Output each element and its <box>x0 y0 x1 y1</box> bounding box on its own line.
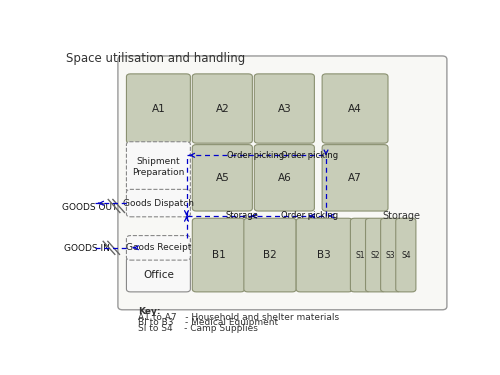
Text: Order picking: Order picking <box>282 211 339 220</box>
Text: A2: A2 <box>216 104 229 114</box>
Text: Order picking: Order picking <box>282 151 339 160</box>
Text: Office: Office <box>143 270 174 279</box>
FancyBboxPatch shape <box>118 56 447 310</box>
FancyBboxPatch shape <box>322 74 388 143</box>
FancyBboxPatch shape <box>322 145 388 211</box>
Text: S3: S3 <box>386 251 396 260</box>
Text: GOODS IN: GOODS IN <box>64 244 110 253</box>
FancyBboxPatch shape <box>126 74 190 143</box>
Text: B2: B2 <box>263 250 277 260</box>
FancyBboxPatch shape <box>254 145 314 211</box>
Text: A6: A6 <box>278 173 291 183</box>
Text: Storage: Storage <box>382 211 420 221</box>
FancyBboxPatch shape <box>192 145 252 211</box>
Text: A3: A3 <box>278 104 291 114</box>
FancyBboxPatch shape <box>380 218 401 292</box>
Text: S1: S1 <box>356 251 365 260</box>
FancyBboxPatch shape <box>244 218 296 292</box>
Text: Storage: Storage <box>225 211 258 220</box>
Text: SI to S4    - Camp Supplies: SI to S4 - Camp Supplies <box>138 324 258 333</box>
FancyBboxPatch shape <box>126 142 190 192</box>
Text: B3: B3 <box>318 250 331 260</box>
Text: A4: A4 <box>348 104 362 114</box>
FancyBboxPatch shape <box>254 74 314 143</box>
FancyBboxPatch shape <box>126 236 190 260</box>
Text: GOODS OUT: GOODS OUT <box>62 203 118 212</box>
Text: S2: S2 <box>371 251 380 260</box>
Text: Order picking: Order picking <box>227 151 284 160</box>
FancyBboxPatch shape <box>350 218 370 292</box>
Text: Shipment
Preparation: Shipment Preparation <box>132 157 184 177</box>
Text: A1 to A7   - Household and shelter materials: A1 to A7 - Household and shelter materia… <box>138 313 339 322</box>
FancyBboxPatch shape <box>126 257 190 292</box>
Text: Key:: Key: <box>138 307 160 316</box>
Text: Goods Receipt: Goods Receipt <box>126 243 191 252</box>
FancyBboxPatch shape <box>192 74 252 143</box>
Text: Goods Dispatch: Goods Dispatch <box>123 199 194 208</box>
Text: A7: A7 <box>348 173 362 183</box>
Text: A1: A1 <box>152 104 166 114</box>
Text: Space utilisation and handling: Space utilisation and handling <box>66 52 246 65</box>
Text: A5: A5 <box>216 173 229 183</box>
Text: BI to B3    - Medical Equipment: BI to B3 - Medical Equipment <box>138 318 278 327</box>
FancyBboxPatch shape <box>366 218 386 292</box>
FancyBboxPatch shape <box>296 218 352 292</box>
FancyBboxPatch shape <box>126 189 190 217</box>
Text: S4: S4 <box>401 251 410 260</box>
FancyBboxPatch shape <box>396 218 416 292</box>
Text: B1: B1 <box>212 250 226 260</box>
FancyBboxPatch shape <box>192 218 244 292</box>
